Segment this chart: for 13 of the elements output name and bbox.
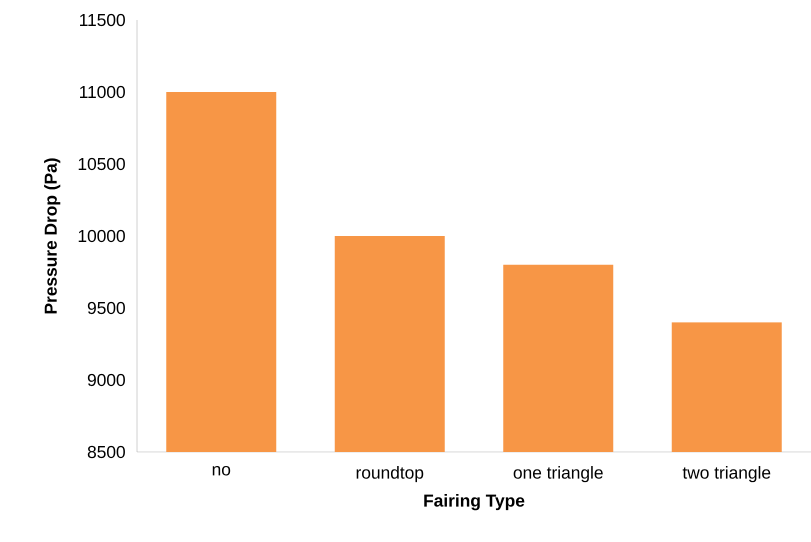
y-tick-label: 8500 bbox=[88, 446, 125, 458]
x-tick-label: one triangle bbox=[514, 466, 603, 482]
x-tick-label: no bbox=[212, 466, 230, 476]
y-tick-label: 10000 bbox=[78, 230, 125, 242]
y-tick-label: 9000 bbox=[88, 374, 125, 386]
y-axis-title: Pressure Drop (Pa) bbox=[44, 158, 60, 314]
x-tick-label: roundtop bbox=[356, 466, 424, 482]
y-tick-label: 9500 bbox=[88, 302, 125, 314]
x-tick-label: two triangle bbox=[682, 466, 770, 482]
y-tick-label: 11500 bbox=[80, 14, 125, 26]
y-tick-label: 11000 bbox=[80, 86, 125, 98]
y-tick-label: 10500 bbox=[78, 158, 125, 170]
x-axis-title: Fairing Type bbox=[424, 494, 524, 510]
